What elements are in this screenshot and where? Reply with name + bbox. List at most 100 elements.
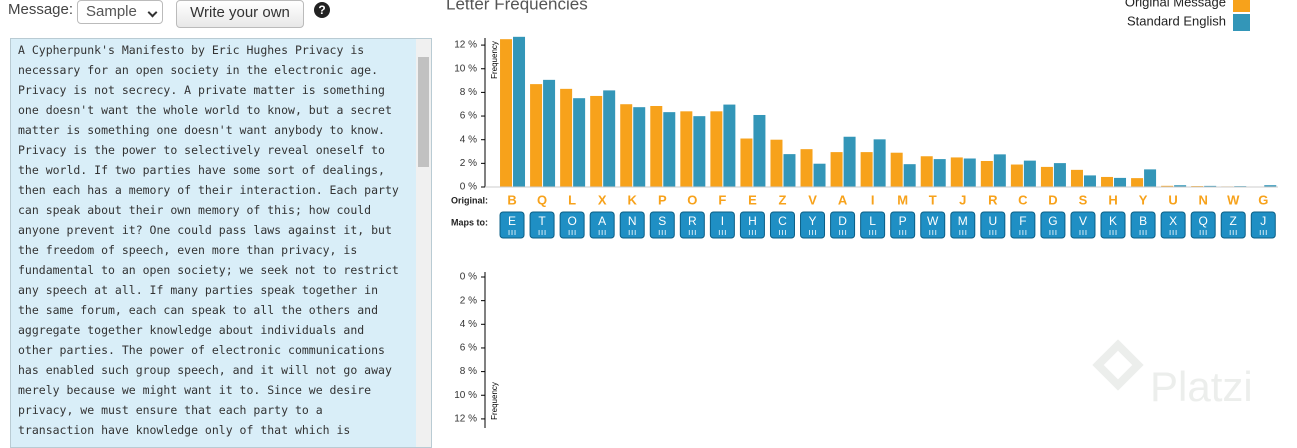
y-tick-label: 4 % [460, 134, 477, 145]
mapped-letter-button[interactable]: D [831, 212, 855, 238]
bar [814, 164, 826, 187]
mapped-letter-button[interactable]: F [1011, 212, 1035, 238]
mapped-letter-button[interactable]: U [981, 212, 1005, 238]
bar [573, 98, 585, 187]
mapped-letter: O [567, 214, 576, 228]
original-letter: Y [1139, 192, 1148, 207]
mapped-letter: V [1079, 214, 1087, 228]
mapped-letter: P [899, 214, 907, 228]
original-letter: M [897, 192, 908, 207]
bar [680, 111, 692, 187]
mapped-letter-button[interactable]: Q [1191, 212, 1215, 238]
y-tick-label: 12 % [454, 40, 477, 51]
mapped-letter-button[interactable]: P [891, 212, 915, 238]
bar [994, 154, 1006, 187]
mapped-letter-button[interactable]: Y [801, 212, 825, 238]
bar [934, 159, 946, 187]
mapped-letter-button[interactable]: S [650, 212, 674, 238]
mapped-letter: Y [809, 214, 817, 228]
mapped-letter: D [838, 214, 847, 228]
mapped-letter: J [1260, 214, 1266, 228]
mapped-letter-button[interactable]: K [1101, 212, 1125, 238]
legend-swatch [1233, 0, 1250, 12]
bar [1114, 178, 1126, 187]
original-letter: N [1198, 192, 1207, 207]
bar [1071, 170, 1083, 187]
mapped-letter: X [1169, 214, 1177, 228]
y-tick-label: 8 % [460, 366, 477, 377]
mapped-letter: M [958, 214, 968, 228]
y-tick-label: 6 % [460, 343, 477, 354]
mapped-letter-button[interactable]: V [1071, 212, 1095, 238]
bar [891, 153, 903, 187]
original-letter: P [658, 192, 667, 207]
y-tick-label: 12 % [454, 414, 477, 425]
bar [801, 149, 813, 187]
mapped-letter-button[interactable]: A [590, 212, 614, 238]
charts: Platzi Letter Frequencies 0 %2 %4 %6 %8 … [0, 0, 1297, 436]
mapped-letter: N [628, 214, 637, 228]
mapped-letter: T [538, 214, 546, 228]
mapped-letter-button[interactable]: G [1041, 212, 1065, 238]
bar [543, 80, 555, 187]
bar [1011, 165, 1023, 187]
mapped-letter-button[interactable]: C [770, 212, 794, 238]
bar [1144, 169, 1156, 187]
watermark: Platzi [1150, 363, 1253, 410]
mapped-letter: W [927, 214, 939, 228]
mapped-letter: U [988, 214, 997, 228]
mapped-letter-button[interactable]: E [500, 212, 524, 238]
bar [904, 164, 916, 187]
original-letter: R [988, 192, 998, 207]
bar [1054, 163, 1066, 187]
mapped-letter-button[interactable]: I [710, 212, 734, 238]
original-letter: J [959, 192, 966, 207]
original-letter: S [1079, 192, 1088, 207]
original-letter: T [929, 192, 937, 207]
row-label: Original: [451, 195, 488, 205]
mapped-letter-button[interactable]: L [861, 212, 885, 238]
chart-title: Letter Frequencies [446, 0, 588, 13]
bar [831, 152, 843, 187]
mapped-letter-button[interactable]: T [530, 212, 554, 238]
mapped-letter: R [688, 214, 697, 228]
mapped-letter: L [869, 214, 876, 228]
original-letter: G [1258, 192, 1268, 207]
y-tick-label: 0 % [460, 182, 477, 193]
original-letter: H [1108, 192, 1117, 207]
y-axis-label: Frequency [490, 41, 499, 79]
bar [1041, 167, 1053, 187]
mapped-letter-button[interactable]: J [1251, 212, 1275, 238]
mapped-letter-button[interactable]: O [560, 212, 584, 238]
mapped-letter-button[interactable]: Z [1221, 212, 1245, 238]
mapped-letter-button[interactable]: H [740, 212, 764, 238]
mapped-letter: B [1139, 214, 1147, 228]
legend-swatch [1233, 14, 1250, 31]
original-letter: L [568, 192, 576, 207]
y-tick-label: 8 % [460, 87, 477, 98]
original-letter: I [871, 192, 875, 207]
mapped-letter-button[interactable]: W [921, 212, 945, 238]
bar [1101, 177, 1113, 187]
bar [844, 137, 856, 187]
mapped-letter: C [778, 214, 787, 228]
bar [650, 106, 662, 187]
mapped-letter: I [721, 214, 724, 228]
bar [1131, 178, 1143, 187]
original-letter: O [687, 192, 697, 207]
y-tick-label: 10 % [454, 390, 477, 401]
mapped-letter-button[interactable]: M [951, 212, 975, 238]
y-tick-label: 4 % [460, 319, 477, 330]
bar [770, 140, 782, 187]
mapped-letter-button[interactable]: R [680, 212, 704, 238]
bar [710, 111, 722, 187]
mapped-letter-button[interactable]: X [1161, 212, 1185, 238]
bar [603, 90, 615, 187]
original-letter: Q [537, 192, 547, 207]
bar [590, 96, 602, 187]
page: Message: Sample Write your own ? A Cyphe… [0, 0, 1297, 436]
mapped-letter-button[interactable]: N [620, 212, 644, 238]
bar [620, 104, 632, 187]
mapped-letter-button[interactable]: B [1131, 212, 1155, 238]
bar [861, 152, 873, 187]
